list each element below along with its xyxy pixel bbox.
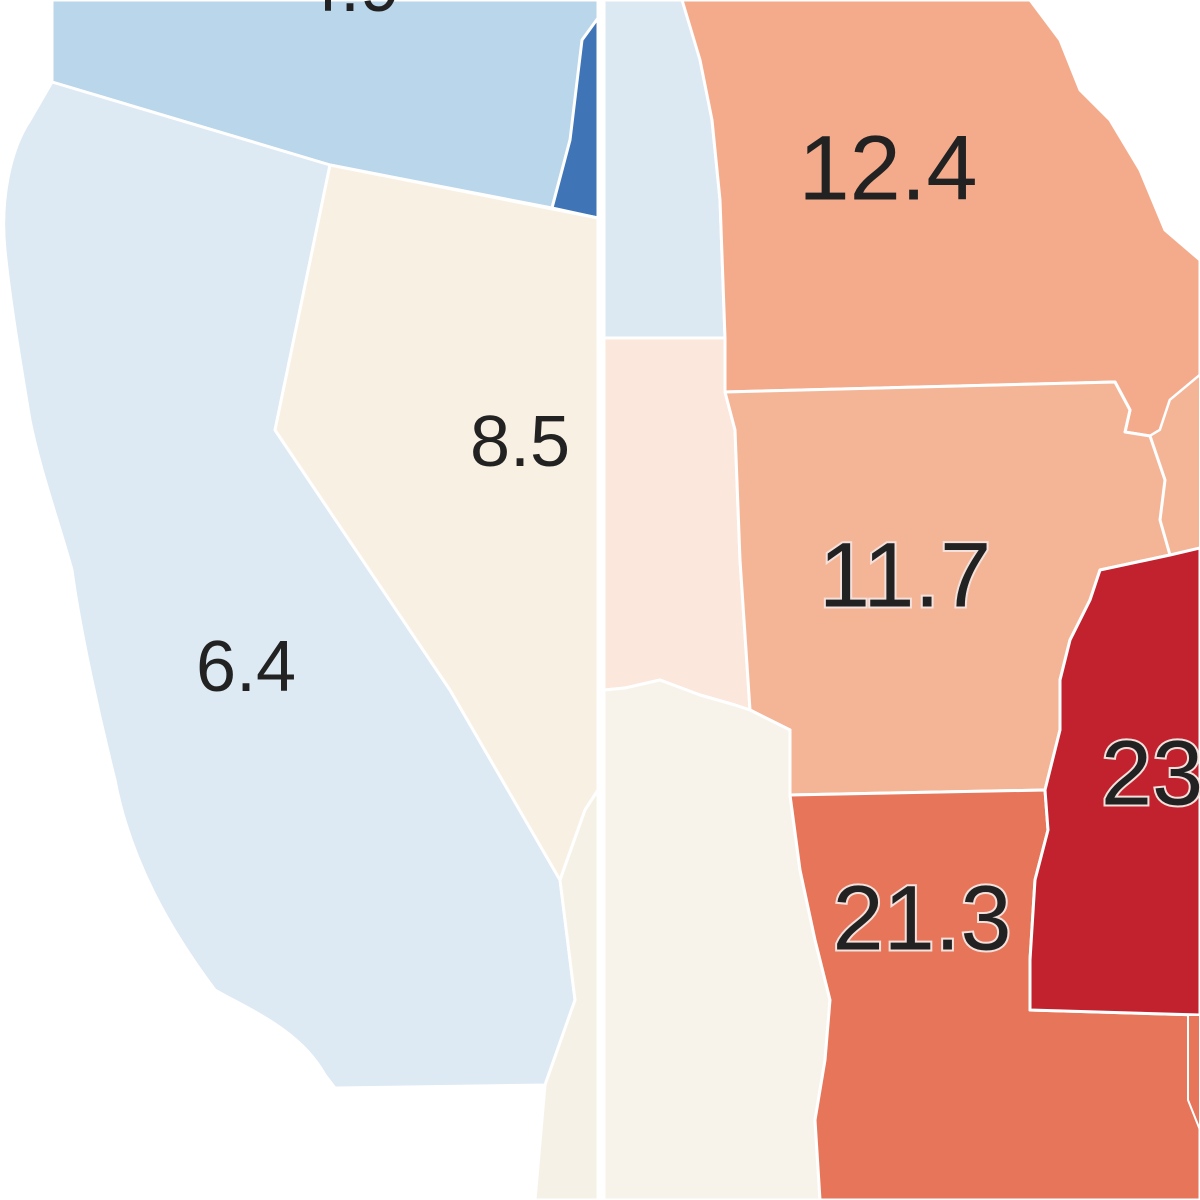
region-mississippi[interactable] bbox=[1028, 546, 1200, 1017]
region-label-oregon: 4.9 bbox=[300, 0, 400, 27]
region-label-arkansas: 11.7 bbox=[819, 524, 991, 626]
region-label-louisiana: 21.3 bbox=[832, 867, 1011, 969]
region-arizona[interactable] bbox=[533, 788, 600, 1200]
region-label-missouri: 12.4 bbox=[798, 117, 977, 219]
region-label-mississippi: 23 bbox=[1101, 722, 1200, 824]
region-california[interactable] bbox=[2, 80, 577, 1090]
left-panel: 4.9 6.4 8.5 bbox=[2, 0, 600, 1200]
region-alabama[interactable] bbox=[1187, 1014, 1200, 1131]
region-label-nevada: 8.5 bbox=[470, 402, 570, 482]
region-label-california: 6.4 bbox=[196, 627, 296, 707]
panel-divider bbox=[598, 0, 604, 1200]
right-panel: 12.4 11.7 21.3 23 bbox=[602, 0, 1200, 1200]
